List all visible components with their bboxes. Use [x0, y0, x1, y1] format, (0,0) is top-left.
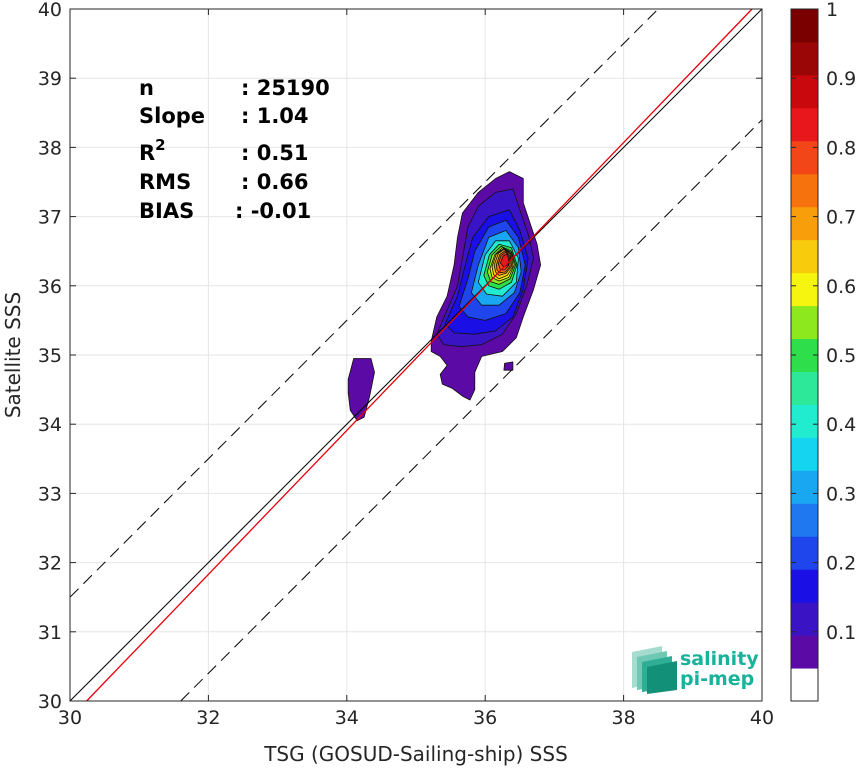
- upper-bound-line: [69, 8, 659, 598]
- colorbar-tick-label: 0.6: [826, 276, 856, 298]
- stat-label-r: R2: [139, 136, 166, 165]
- x-tick-label: 32: [196, 707, 220, 729]
- colorbar-tick-label: 0.4: [826, 414, 856, 436]
- colorbar-segment: [791, 41, 818, 76]
- colorbar: 0.1 0.2 0.3 0.4 0.5 0.6 0.7 0.8 0.9 1: [790, 0, 856, 702]
- x-tick-label: 36: [473, 707, 497, 729]
- colorbar-segment: [791, 239, 818, 274]
- colorbar-tick-label: 0.2: [826, 553, 856, 575]
- lower-bound-line: [180, 119, 763, 702]
- x-tick-label: 30: [58, 707, 82, 729]
- y-tick-label: 40: [38, 0, 62, 21]
- colorbar-segment: [791, 536, 818, 570]
- stat-label-n: n: [139, 76, 154, 100]
- colorbar-segment: [791, 470, 818, 504]
- x-tick-label: 34: [335, 707, 359, 729]
- colorbar-segment: [791, 668, 818, 702]
- colorbar-segment: [791, 635, 818, 669]
- logo-waves-icon: [632, 646, 677, 694]
- identity-line: [69, 8, 763, 702]
- y-tick-label: 34: [38, 414, 62, 436]
- stat-value-rms: : 0.66: [241, 170, 309, 194]
- colorbar-tick-label: 0.1: [826, 622, 856, 644]
- colorbar-segment: [791, 371, 818, 405]
- logo-line-1: salinity: [680, 648, 759, 670]
- colorbar-segment: [791, 206, 818, 241]
- stat-value-slope: : 1.04: [241, 104, 309, 128]
- colorbar-segment: [791, 404, 818, 438]
- x-tick-label: 38: [612, 707, 636, 729]
- reference-lines: [69, 8, 763, 702]
- y-tick-label: 37: [38, 207, 62, 229]
- stat-value-r: : 0.51: [241, 141, 309, 165]
- stat-label-bias: BIAS: [139, 199, 194, 223]
- y-tick-label: 36: [38, 276, 62, 298]
- colorbar-segment: [791, 9, 818, 43]
- regression-line: [86, 8, 753, 702]
- colorbar-segment: [791, 272, 818, 307]
- logo-line-2: pi-mep: [680, 668, 754, 690]
- y-tick-label: 33: [38, 483, 62, 505]
- colorbar-segment: [791, 305, 818, 340]
- colorbar-segment: [791, 107, 818, 142]
- stat-value-n: : 25190: [241, 76, 330, 100]
- axis-ticks: 30 32 34 36 38 40 30 31 32 33 34 35 36 37 38 39 40: [38, 0, 774, 729]
- stats-box: n : 25190 Slope : 1.04 R2 : 0.51 RMS : 0.66 BIAS…: [139, 76, 330, 223]
- colorbar-segment: [791, 602, 818, 636]
- y-tick-label: 38: [38, 137, 62, 159]
- colorbar-segment: [791, 569, 818, 603]
- colorbar-segment: [791, 140, 818, 175]
- y-tick-label: 30: [38, 691, 62, 713]
- x-tick-label: 40: [750, 707, 774, 729]
- y-tick-label: 39: [38, 68, 62, 90]
- colorbar-segment: [791, 437, 818, 471]
- colorbar-tick-label: 0.8: [826, 137, 856, 159]
- stat-label-rms: RMS: [139, 170, 191, 194]
- colorbar-segment: [791, 173, 818, 208]
- colorbar-tick-label: 0.9: [826, 68, 856, 90]
- colorbar-segment: [791, 74, 818, 109]
- colorbar-tick-label: 0.7: [826, 207, 856, 229]
- salinity-pimep-logo: salinity pi-mep: [632, 646, 759, 694]
- y-tick-label: 35: [38, 345, 62, 367]
- stat-value-bias: : -0.01: [235, 199, 311, 223]
- y-axis-title: Satellite SSS: [1, 292, 25, 418]
- stat-label-slope: Slope: [139, 104, 205, 128]
- colorbar-tick-label: 0.3: [826, 483, 856, 505]
- contour-level-0-05: [347, 358, 375, 422]
- contour-level-0-05: [503, 361, 514, 371]
- colorbar-tick-label: 0.5: [826, 345, 856, 367]
- y-tick-label: 32: [38, 553, 62, 575]
- x-axis-title: TSG (GOSUD-Sailing-ship) SSS: [263, 742, 568, 766]
- y-tick-label: 31: [38, 622, 62, 644]
- colorbar-tick-label: 1: [826, 0, 838, 21]
- colorbar-segment: [791, 503, 818, 537]
- stat-superscript: 2: [155, 136, 165, 154]
- density-contours: [347, 171, 541, 422]
